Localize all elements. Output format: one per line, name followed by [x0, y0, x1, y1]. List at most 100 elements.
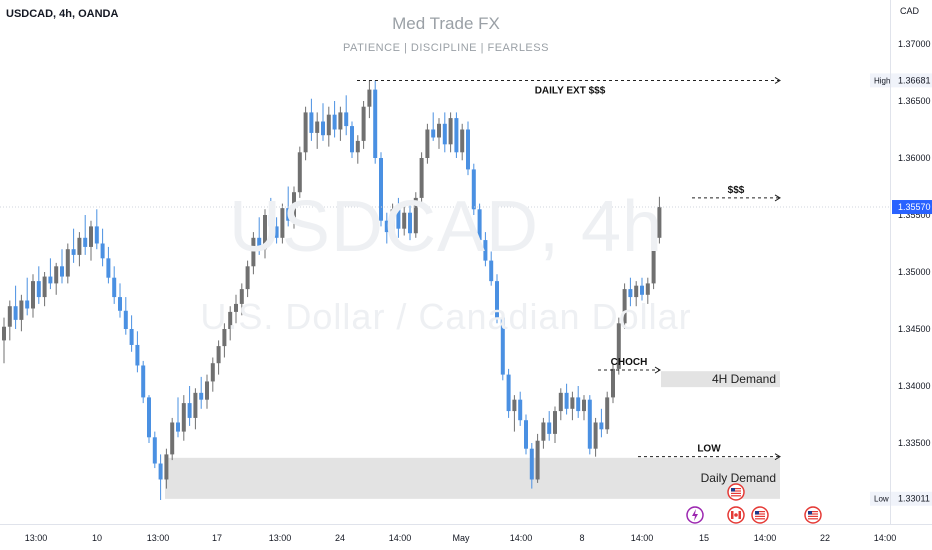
- us-flag-canton: [731, 488, 735, 492]
- candle-body: [396, 209, 401, 229]
- candle-body: [587, 399, 592, 449]
- candle-body: [199, 392, 204, 400]
- candle-body: [83, 237, 88, 247]
- demand-zones: Daily Demand 4H Demand: [165, 371, 780, 499]
- candle-body: [141, 365, 146, 398]
- event-markers: [686, 483, 822, 524]
- time-tick: 22: [820, 533, 830, 543]
- current-price-value: 1.35570: [898, 202, 931, 212]
- time-axis-border: [0, 524, 932, 525]
- us-flag-stripe: [731, 495, 741, 497]
- candle-body: [7, 306, 12, 327]
- us-flag-stripe: [731, 492, 741, 494]
- candle-body: [13, 306, 18, 320]
- time-tick: 14:00: [389, 533, 412, 543]
- candle-body: [19, 300, 24, 320]
- time-axis[interactable]: 13:00 10 13:00 17 13:00 24 14:00 May 14:00 8 14:00…: [25, 533, 897, 543]
- candle-body: [77, 237, 82, 255]
- time-tick: 24: [335, 533, 345, 543]
- candle-body: [367, 89, 372, 107]
- demand-zone-label: Daily Demand: [701, 471, 776, 485]
- time-tick: 8: [579, 533, 584, 543]
- us-flag-canton: [808, 511, 812, 515]
- candle-body: [599, 422, 604, 430]
- us-flag-icon: [751, 506, 769, 524]
- candle-body: [170, 422, 175, 455]
- candle-body: [60, 266, 64, 277]
- high-tag: [892, 73, 932, 88]
- watermark-ticker: USDCAD, 4h: [228, 187, 664, 267]
- candle-body: [645, 283, 650, 295]
- symbol-title[interactable]: USDCAD, 4h, OANDA: [6, 8, 119, 20]
- candle-body: [123, 310, 128, 329]
- time-tick: 13:00: [147, 533, 170, 543]
- candlestick-series: [2, 80, 662, 500]
- candle-body: [147, 397, 151, 438]
- candle-body: [466, 129, 470, 170]
- candle-body: [413, 197, 418, 234]
- candle-body: [344, 112, 349, 127]
- candle-body: [547, 422, 552, 434]
- level-lines: DAILY EXT $$$ $$$ CHOCH LOW: [0, 77, 890, 461]
- us-flag-stripe: [808, 513, 818, 515]
- candle-body: [529, 448, 534, 480]
- price-tick: 1.35500: [898, 210, 931, 220]
- high-label-bg: [870, 73, 892, 88]
- candle-body: [576, 397, 581, 412]
- us-flag-stripe: [755, 511, 765, 513]
- candle-body: [297, 152, 302, 193]
- candle-body: [425, 129, 430, 158]
- candle-body: [535, 440, 540, 480]
- candle-body: [112, 277, 117, 298]
- candle-body: [332, 114, 337, 130]
- candle-body: [54, 266, 59, 284]
- candle-body: [303, 112, 308, 153]
- candle-body: [292, 192, 296, 221]
- ca-flag-leaf: [734, 513, 738, 517]
- price-axis-border: [890, 0, 891, 524]
- candle-body: [31, 281, 35, 309]
- candle-body: [205, 381, 209, 400]
- current-price-tag: [892, 200, 932, 215]
- candle-body: [118, 297, 122, 311]
- candle-body: [355, 140, 360, 153]
- time-tick: 14:00: [754, 533, 777, 543]
- candle-body: [286, 208, 291, 221]
- candle-body: [338, 112, 343, 130]
- candle-body: [384, 220, 389, 233]
- candle-body: [431, 129, 436, 138]
- candle-body: [25, 300, 30, 309]
- candle-body: [541, 422, 546, 441]
- ca-flag-icon: [727, 506, 745, 524]
- candle-body: [622, 289, 627, 324]
- candle-body: [651, 237, 656, 284]
- us-flag-stripe: [755, 515, 765, 517]
- candle-body: [605, 397, 610, 430]
- candle-body: [460, 129, 465, 153]
- us-flag-stripe: [808, 518, 818, 520]
- candle-body: [222, 329, 227, 347]
- demand-zone: [661, 371, 780, 388]
- price-tick: 1.35000: [898, 267, 931, 277]
- level-label: DAILY EXT $$$: [535, 85, 606, 96]
- brand-name: Med Trade FX: [392, 14, 500, 33]
- time-tick: 14:00: [631, 533, 654, 543]
- price-axis[interactable]: CAD 1.37000 1.36500 1.36000 1.35500 1.35000 1.…: [870, 6, 932, 550]
- candle-body: [129, 329, 134, 345]
- candle-body: [628, 289, 633, 298]
- candle-body: [94, 226, 99, 244]
- level-arrow: [774, 453, 781, 461]
- candle-body: [524, 420, 528, 449]
- low-tag: [892, 491, 932, 506]
- candle-body: [251, 237, 256, 267]
- candle-body: [558, 392, 563, 412]
- us-flag-stripe: [808, 511, 818, 513]
- low-label: Low: [874, 495, 889, 504]
- candle-body: [500, 317, 505, 375]
- us-flag-stripe: [755, 518, 765, 520]
- candle-body: [152, 437, 157, 464]
- candle-body: [564, 392, 569, 409]
- candle-body: [158, 463, 163, 480]
- time-tick: May: [452, 533, 470, 543]
